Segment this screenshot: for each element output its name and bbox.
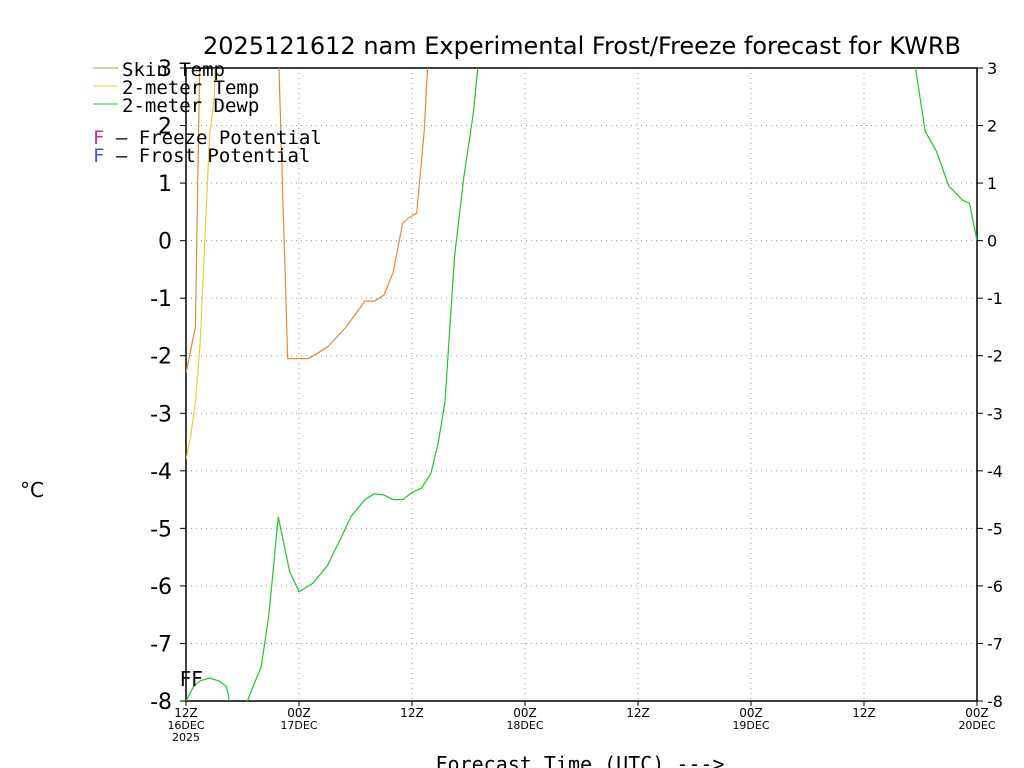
y-tick-label-right: 2 xyxy=(987,117,997,136)
y-tick-label-right: -8 xyxy=(987,692,1003,711)
chart-title: 2025121612 nam Experimental Frost/Freeze… xyxy=(203,32,961,60)
y-tick-label: 1 xyxy=(158,172,172,197)
y-tick-label-right: 0 xyxy=(987,232,997,251)
grid-lines xyxy=(186,68,977,701)
legend-frost-potential: F — Frost Potential xyxy=(93,145,310,167)
legend-label-2m-dewp: 2-meter Dewp xyxy=(122,95,259,117)
x-tick-label: 00Z xyxy=(287,706,311,720)
y-tick-label: -8 xyxy=(150,690,172,715)
x-tick-label: 17DEC xyxy=(280,719,317,732)
legend: Skin Temp 2-meter Temp 2-meter Dewp F — … xyxy=(93,59,322,167)
y-tick-label-right: -7 xyxy=(987,634,1003,653)
freeze-potential-marker: FF xyxy=(180,667,203,691)
x-tick-label: 20DEC xyxy=(958,719,995,732)
y-tick-label: -2 xyxy=(150,345,172,370)
y-tick-label: -6 xyxy=(150,575,172,600)
legend-freeze-potential: F — Freeze Potential xyxy=(93,127,322,149)
freeze-legend-marker: F xyxy=(93,127,104,149)
freeze-legend-label: — Freeze Potential xyxy=(104,127,321,149)
y-tick-label: 0 xyxy=(158,230,172,255)
x-tick-label: 12Z xyxy=(852,706,876,720)
y-axis-right: -8 -7 -6 -5 -4 -3 -2 -1 0 1 2 3 xyxy=(977,59,1003,711)
series-group xyxy=(186,68,977,701)
y-tick-label: 3 xyxy=(158,57,172,82)
y-tick-label-right: 3 xyxy=(987,59,997,78)
y-tick-label-right: 1 xyxy=(987,174,997,193)
series-line-2-meter-temp xyxy=(186,68,216,460)
plot-frame xyxy=(185,67,978,702)
x-tick-label: 18DEC xyxy=(506,719,543,732)
x-tick-label: 00Z xyxy=(965,706,989,720)
y-tick-label: -3 xyxy=(150,402,172,427)
x-tick-label: 00Z xyxy=(739,706,763,720)
y-tick-label: -4 xyxy=(150,460,172,485)
y-tick-label: -1 xyxy=(150,287,172,312)
legend-label-2m-temp: 2-meter Temp xyxy=(122,77,259,99)
y-tick-label-right: -1 xyxy=(987,289,1003,308)
legend-label-skin-temp: Skin Temp xyxy=(122,59,225,81)
x-tick-label: 12Z xyxy=(400,706,424,720)
x-tick-label: 16DEC xyxy=(167,719,204,732)
y-axis-left: -8 -7 -6 -5 -4 -3 -2 -1 0 1 2 3 xyxy=(150,57,186,715)
series-line-skin-temp xyxy=(186,68,429,374)
series-line-2-meter-dewp xyxy=(186,68,977,701)
x-axis-label: Forecast Time (UTC) ---> xyxy=(436,752,725,768)
x-tick-label: 2025 xyxy=(172,731,200,744)
x-tick-label: 12Z xyxy=(626,706,650,720)
x-tick-label: 12Z xyxy=(174,706,198,720)
y-tick-label-right: -5 xyxy=(987,519,1003,538)
y-tick-label: 2 xyxy=(158,115,172,140)
x-tick-label: 19DEC xyxy=(732,719,769,732)
frost-legend-label: — Frost Potential xyxy=(104,145,310,167)
y-tick-label: -5 xyxy=(150,517,172,542)
y-tick-label-right: -4 xyxy=(987,462,1003,481)
y-tick-label-right: -3 xyxy=(987,404,1003,423)
y-axis-label: °C xyxy=(20,478,44,502)
y-tick-label: -7 xyxy=(150,632,172,657)
frost-legend-marker: F xyxy=(93,145,104,167)
y-tick-label-right: -2 xyxy=(987,347,1003,366)
x-tick-label: 00Z xyxy=(513,706,537,720)
y-tick-label-right: -6 xyxy=(987,577,1003,596)
